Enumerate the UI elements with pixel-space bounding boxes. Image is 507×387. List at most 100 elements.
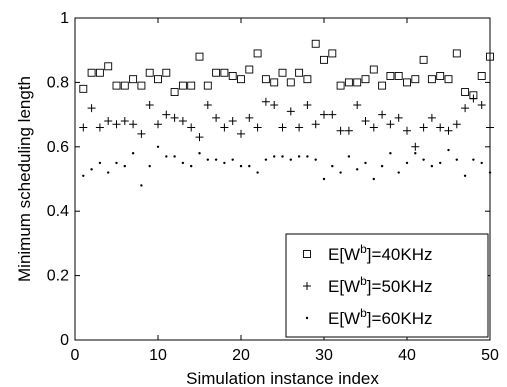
data-point [245, 65, 254, 74]
data-point [112, 120, 121, 129]
data-point [361, 75, 370, 84]
data-point [178, 81, 187, 90]
data-point [463, 174, 467, 177]
data-point [95, 68, 104, 77]
data-point [353, 78, 362, 87]
axes: 0 10 20 30 40 50 0 0.2 0.4 0.6 0.8 1 [47, 10, 499, 364]
data-point [214, 158, 218, 161]
data-point [344, 78, 353, 87]
data-point [369, 123, 378, 132]
data-point [444, 126, 453, 135]
data-point [253, 123, 262, 132]
data-point [403, 78, 411, 87]
data-point [173, 155, 176, 158]
data-point [394, 72, 403, 80]
data-point [198, 152, 201, 155]
data-point [237, 75, 245, 84]
data-point [190, 164, 193, 168]
legend-marker [303, 250, 311, 258]
data-point [131, 152, 135, 155]
data-point [154, 120, 162, 129]
data-point [220, 123, 229, 132]
data-point [289, 158, 292, 161]
data-point [295, 68, 304, 77]
data-point [140, 184, 143, 187]
legend-box [285, 233, 489, 338]
data-point [411, 75, 420, 84]
data-point [231, 158, 234, 161]
data-point [356, 168, 359, 171]
x-tick-label: 40 [398, 347, 416, 364]
y-tick-label: 0.6 [47, 139, 69, 156]
data-point [306, 155, 309, 158]
data-point [261, 75, 270, 84]
data-point [95, 123, 104, 132]
data-point [261, 97, 270, 106]
axes-frame [74, 17, 491, 341]
data-point [477, 100, 486, 109]
data-point [378, 81, 387, 90]
data-point [389, 152, 392, 155]
data-point [447, 148, 450, 152]
data-point [237, 129, 245, 138]
data-point [403, 126, 411, 135]
data-point [195, 52, 204, 61]
y-tick-label: 0 [60, 332, 69, 349]
data-point [286, 107, 295, 116]
data-point [344, 126, 353, 135]
data-point [170, 113, 179, 122]
data-point [156, 145, 160, 148]
data-point [162, 110, 171, 119]
data-point [206, 158, 209, 161]
data-point [270, 78, 279, 87]
data-point [239, 164, 243, 168]
data-point [436, 123, 445, 132]
data-point [278, 68, 287, 77]
data-point [278, 123, 287, 132]
data-point [455, 158, 458, 161]
x-tick-label: 30 [315, 347, 333, 364]
x-tick-label: 20 [232, 347, 250, 364]
data-point [297, 155, 301, 158]
data-point [228, 117, 237, 126]
data-point [286, 78, 295, 87]
data-point [314, 158, 317, 161]
y-axis-label: Minimum scheduling length [15, 76, 34, 282]
data-point [427, 75, 436, 84]
data-point [461, 104, 470, 113]
data-point [320, 110, 328, 119]
data-point [148, 164, 151, 168]
data-point [162, 68, 171, 77]
data-point [422, 158, 425, 161]
data-point [170, 88, 179, 97]
legend-label: E[Wb]=40KHz [328, 242, 432, 264]
data-point [469, 94, 478, 103]
data-point [472, 158, 475, 161]
data-point [104, 62, 113, 71]
data-point [328, 49, 337, 58]
data-point [477, 72, 486, 80]
data-point [273, 155, 276, 158]
data-point [87, 68, 96, 77]
data-point [112, 81, 121, 90]
data-point [195, 133, 204, 142]
data-point [386, 72, 395, 80]
data-point [369, 65, 378, 74]
x-tick-label: 10 [149, 347, 167, 364]
data-point [129, 120, 138, 129]
legend-label: E[Wb]=50KHz [328, 274, 432, 296]
data-point [181, 161, 185, 165]
data-point [328, 110, 337, 119]
x-axis-label: Simulation instance index [186, 369, 379, 387]
data-point [123, 164, 127, 168]
plot-area [79, 39, 494, 187]
data-point [380, 164, 384, 168]
data-point [394, 113, 403, 122]
data-point [452, 120, 461, 129]
data-point [281, 155, 284, 158]
data-point [129, 75, 138, 84]
data-point [480, 161, 483, 165]
data-point [203, 100, 212, 109]
data-point [203, 81, 212, 90]
